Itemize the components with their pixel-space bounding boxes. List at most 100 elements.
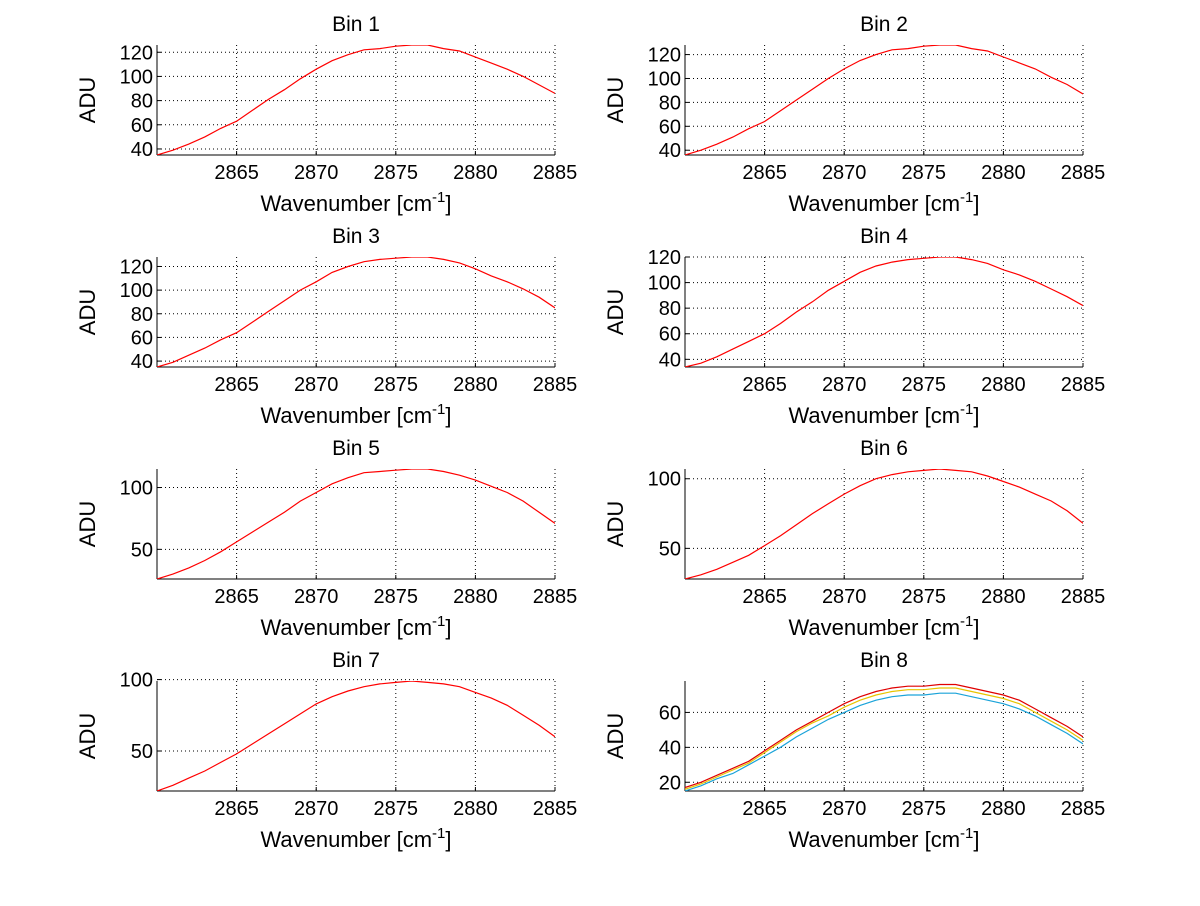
y-tick-label: 100	[120, 478, 153, 500]
subplot-title: Bin 4	[860, 225, 908, 248]
series-line-red	[157, 681, 555, 791]
x-axis-label-superscript: -1	[432, 613, 445, 630]
y-tick-label: 40	[659, 737, 681, 759]
x-axis-label-text: Wavenumber [cm	[260, 191, 432, 216]
x-axis-label: Wavenumber [cm-1]	[260, 613, 451, 640]
x-tick-label: 2870	[822, 374, 867, 396]
y-tick-label: 100	[120, 670, 153, 692]
y-tick-label: 60	[659, 116, 681, 138]
y-tick-label: 40	[659, 140, 681, 162]
x-tick-label: 2870	[294, 586, 339, 608]
x-tick-label: 2870	[822, 798, 867, 820]
x-tick-label: 2870	[822, 162, 867, 184]
x-axis-label-superscript: -1	[960, 401, 973, 418]
x-tick-label: 2870	[294, 374, 339, 396]
x-axis-label: Wavenumber [cm-1]	[260, 825, 451, 852]
y-tick-label: 120	[648, 247, 681, 269]
x-tick-label: 2875	[374, 586, 419, 608]
x-axis-label-text: Wavenumber [cm	[788, 827, 960, 852]
x-axis-label-text: Wavenumber [cm	[260, 615, 432, 640]
subplot-bin-6: 2865 2870 2875 2880 2885 50 100 Bin 6 Wavenumber…	[603, 437, 1105, 640]
x-axis-label: Wavenumber [cm-1]	[260, 189, 451, 216]
x-tick-label: 2875	[902, 586, 947, 608]
y-tick-label: 100	[648, 469, 681, 491]
x-tick-label: 2875	[902, 162, 947, 184]
series-line-cyan	[685, 692, 1083, 791]
y-tick-label: 80	[659, 92, 681, 114]
x-axis-label: Wavenumber [cm-1]	[788, 189, 979, 216]
y-axis-label: ADU	[603, 77, 628, 123]
y-tick-label: 120	[120, 42, 153, 64]
x-tick-label: 2885	[533, 374, 578, 396]
y-tick-label: 50	[659, 538, 681, 560]
y-tick-label: 100	[648, 68, 681, 90]
x-axis-label-superscript: -1	[432, 825, 445, 842]
x-tick-label: 2885	[533, 798, 578, 820]
x-axis-label-end: ]	[445, 827, 451, 852]
y-axis-label: ADU	[603, 501, 628, 547]
y-axis-label: ADU	[75, 289, 100, 335]
subplot-title: Bin 8	[860, 649, 908, 672]
x-axis-label-superscript: -1	[960, 189, 973, 206]
x-axis-label-text: Wavenumber [cm	[260, 403, 432, 428]
x-tick-label: 2870	[294, 162, 339, 184]
x-tick-label: 2870	[822, 586, 867, 608]
x-axis-label: Wavenumber [cm-1]	[788, 401, 979, 428]
subplot-title: Bin 3	[332, 225, 380, 248]
x-tick-label: 2865	[214, 374, 259, 396]
subplot-title: Bin 5	[332, 437, 380, 460]
x-tick-label: 2885	[1061, 586, 1106, 608]
x-tick-label: 2865	[742, 798, 787, 820]
x-axis-label: Wavenumber [cm-1]	[788, 613, 979, 640]
x-tick-label: 2880	[981, 374, 1026, 396]
x-axis-label-superscript: -1	[432, 401, 445, 418]
y-tick-label: 60	[131, 115, 153, 137]
series-line-red	[685, 45, 1083, 155]
x-axis-label: Wavenumber [cm-1]	[788, 825, 979, 852]
x-axis-label-end: ]	[445, 403, 451, 428]
subplot-title: Bin 1	[332, 13, 380, 36]
subplot-title: Bin 2	[860, 13, 908, 36]
x-tick-label: 2880	[981, 798, 1026, 820]
x-axis-label-end: ]	[973, 403, 979, 428]
series-line-red	[157, 469, 555, 579]
x-tick-label: 2870	[294, 798, 339, 820]
x-axis-label-end: ]	[973, 615, 979, 640]
x-tick-label: 2865	[742, 586, 787, 608]
series-line-red	[685, 683, 1083, 789]
x-axis-label-superscript: -1	[960, 825, 973, 842]
series-line-yellow	[685, 687, 1083, 790]
subplot-bin-8: 2865 2870 2875 2880 2885 20 40 60 Bin 8 Wavenumbe…	[603, 649, 1105, 852]
x-axis-label-end: ]	[973, 827, 979, 852]
series-line-red	[157, 45, 555, 155]
y-tick-label: 120	[120, 256, 153, 278]
y-tick-label: 60	[659, 324, 681, 346]
y-tick-label: 40	[131, 351, 153, 373]
x-axis-label-text: Wavenumber [cm	[788, 403, 960, 428]
x-tick-label: 2875	[902, 374, 947, 396]
x-tick-label: 2885	[1061, 162, 1106, 184]
y-tick-label: 50	[131, 539, 153, 561]
subplot-bin-4: 2865 2870 2875 2880 2885 40 60 80 100 120 Bin 4 Wav…	[603, 225, 1105, 428]
x-axis-label-text: Wavenumber [cm	[788, 191, 960, 216]
x-tick-label: 2865	[742, 162, 787, 184]
x-tick-label: 2865	[742, 374, 787, 396]
y-tick-label: 80	[131, 91, 153, 113]
series-line-red	[685, 257, 1083, 367]
subplot-bin-7: 2865 2870 2875 2880 2885 50 100 Bin 7 Wavenumber…	[75, 649, 577, 852]
y-tick-label: 50	[131, 741, 153, 763]
x-tick-label: 2880	[453, 374, 498, 396]
y-axis-label: ADU	[75, 713, 100, 759]
subplot-bin-5: 2865 2870 2875 2880 2885 50 100 Bin 5 Wavenumber…	[75, 437, 577, 640]
x-axis-label-end: ]	[973, 191, 979, 216]
y-tick-label: 100	[120, 66, 153, 88]
x-tick-label: 2880	[453, 586, 498, 608]
x-axis-label-text: Wavenumber [cm	[788, 615, 960, 640]
y-tick-label: 100	[648, 273, 681, 295]
x-tick-label: 2865	[214, 162, 259, 184]
y-tick-label: 40	[131, 139, 153, 161]
x-tick-label: 2885	[533, 586, 578, 608]
y-tick-label: 120	[648, 45, 681, 67]
